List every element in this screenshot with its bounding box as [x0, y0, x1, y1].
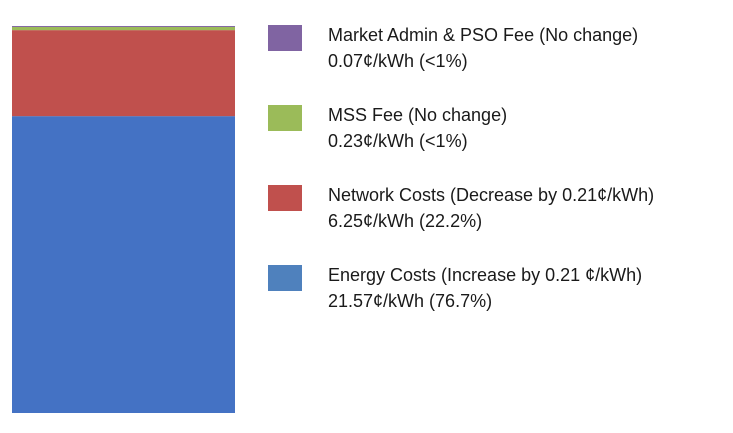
legend-item: Energy Costs (Increase by 0.21 ¢/kWh) 21.… — [268, 262, 728, 342]
legend-item: Network Costs (Decrease by 0.21¢/kWh) 6.2… — [268, 182, 728, 262]
legend-swatch — [268, 265, 302, 291]
legend-text: MSS Fee (No change) 0.23¢/kWh (<1%) — [328, 102, 507, 154]
legend-item: MSS Fee (No change) 0.23¢/kWh (<1%) — [268, 102, 728, 182]
legend-series-value: 21.57¢/kWh (76.7%) — [328, 291, 493, 311]
legend-series-name: Energy Costs (Increase by 0.21 ¢/kWh) — [328, 265, 643, 285]
legend-series-value: 6.25¢/kWh (22.2%) — [328, 211, 483, 231]
legend-swatch — [268, 105, 302, 131]
legend-text: Market Admin & PSO Fee (No change) 0.07¢/… — [328, 22, 638, 74]
legend-text: Energy Costs (Increase by 0.21 ¢/kWh) 21.… — [328, 262, 642, 314]
bar-segment-1 — [12, 30, 235, 117]
legend-series-name: Market Admin & PSO Fee (No change) — [328, 25, 639, 45]
bar-segment-0 — [12, 116, 235, 413]
bar-segment-3 — [12, 26, 235, 27]
legend-text: Network Costs (Decrease by 0.21¢/kWh) 6.2… — [328, 182, 654, 234]
bar-segment-2 — [12, 26, 235, 31]
legend-swatch — [268, 25, 302, 51]
legend-series-name: MSS Fee (No change) — [328, 105, 508, 125]
legend-series-name: Network Costs (Decrease by 0.21¢/kWh) — [328, 185, 655, 205]
legend-swatch — [268, 185, 302, 211]
legend-item: Market Admin & PSO Fee (No change) 0.07¢/… — [268, 22, 728, 102]
chart-legend: Market Admin & PSO Fee (No change) 0.07¢/… — [268, 22, 728, 342]
legend-series-value: 0.23¢/kWh (<1%) — [328, 131, 468, 151]
legend-series-value: 0.07¢/kWh (<1%) — [328, 51, 468, 71]
